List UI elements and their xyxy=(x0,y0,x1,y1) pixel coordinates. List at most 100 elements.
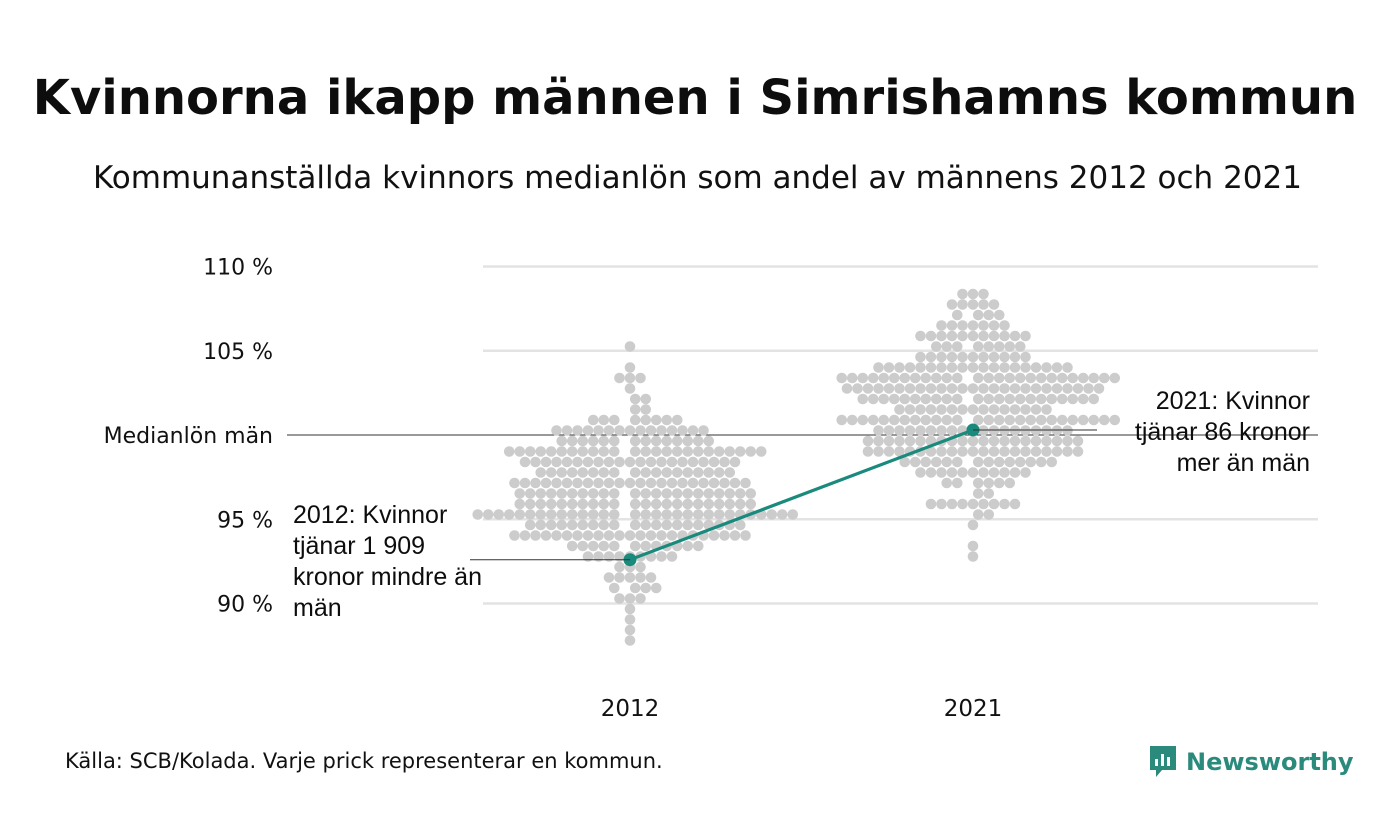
municipality-dot xyxy=(1062,446,1073,457)
municipality-dot xyxy=(587,488,599,499)
municipality-dot xyxy=(603,530,615,541)
municipality-dot xyxy=(972,456,984,468)
y-tick-label: 105 % xyxy=(203,340,273,365)
municipality-dot xyxy=(894,435,905,447)
municipality-dot xyxy=(873,446,884,457)
municipality-dot xyxy=(925,383,937,394)
municipality-dot xyxy=(724,498,736,510)
municipality-dot xyxy=(946,498,958,510)
municipality-dot xyxy=(614,372,625,384)
municipality-dot xyxy=(957,404,968,415)
municipality-dot xyxy=(1041,425,1052,436)
municipality-dot xyxy=(540,456,552,468)
municipality-dot xyxy=(867,372,879,384)
municipality-dot xyxy=(572,477,583,489)
municipality-dot xyxy=(941,372,953,384)
municipality-dot xyxy=(671,498,683,510)
municipality-dot xyxy=(556,519,568,531)
municipality-dot xyxy=(873,425,884,436)
municipality-dot xyxy=(593,425,604,436)
municipality-dot xyxy=(1046,414,1058,426)
municipality-dot xyxy=(941,341,953,352)
municipality-dot xyxy=(692,446,704,457)
municipality-dot xyxy=(640,582,652,594)
municipality-dot xyxy=(936,362,947,373)
municipality-dot xyxy=(894,362,905,373)
municipality-dot xyxy=(1025,393,1037,405)
municipality-dot xyxy=(1077,393,1089,405)
municipality-dot xyxy=(545,488,557,499)
municipality-dot xyxy=(888,414,900,426)
municipality-dot xyxy=(983,341,995,352)
municipality-dot xyxy=(524,498,536,510)
municipality-dot xyxy=(936,330,947,342)
municipality-dot xyxy=(1109,414,1121,426)
municipality-dot xyxy=(635,456,646,468)
municipality-dot xyxy=(930,456,942,468)
municipality-dot xyxy=(993,477,1005,489)
municipality-dot xyxy=(713,446,725,457)
municipality-dot xyxy=(983,509,995,520)
municipality-dot xyxy=(988,299,1000,310)
municipality-dot xyxy=(645,477,657,489)
municipality-dot xyxy=(972,309,984,321)
municipality-dot xyxy=(999,498,1010,510)
municipality-dot xyxy=(577,519,589,531)
municipality-dot xyxy=(608,582,620,594)
municipality-dot xyxy=(692,540,704,552)
municipality-dot xyxy=(729,530,741,541)
municipality-dot xyxy=(988,425,1000,436)
municipality-dot xyxy=(993,414,1005,426)
municipality-dot xyxy=(524,446,536,457)
municipality-dot xyxy=(988,446,1000,457)
municipality-dot xyxy=(624,425,636,436)
annotations: 2012: Kvinnor tjänar 1 909 kronor mindre ä… xyxy=(293,387,1310,622)
municipality-dot xyxy=(999,383,1010,394)
municipality-dot xyxy=(957,299,968,310)
municipality-dot xyxy=(687,477,699,489)
municipality-dot xyxy=(671,519,683,531)
municipality-dot xyxy=(930,372,942,384)
municipality-dot xyxy=(967,404,979,415)
municipality-dot xyxy=(1025,414,1037,426)
y-tick-label: 95 % xyxy=(217,508,273,533)
municipality-dot xyxy=(909,414,921,426)
municipality-dot xyxy=(904,383,916,394)
municipality-dot xyxy=(857,393,869,405)
municipality-dot xyxy=(603,425,615,436)
municipality-dot xyxy=(692,509,704,520)
municipality-dot xyxy=(656,477,667,489)
municipality-dot xyxy=(925,498,937,510)
municipality-dot xyxy=(936,404,947,415)
municipality-dot xyxy=(878,393,890,405)
municipality-dot xyxy=(972,341,984,352)
municipality-dot xyxy=(650,414,662,426)
municipality-dot xyxy=(587,446,599,457)
municipality-dot xyxy=(577,435,589,447)
municipality-dot xyxy=(1030,435,1042,447)
municipality-dot xyxy=(972,509,984,520)
municipality-dot xyxy=(603,477,615,489)
municipality-dot xyxy=(1009,446,1021,457)
municipality-dot xyxy=(629,488,641,499)
municipality-dot xyxy=(1009,435,1021,447)
municipality-dot xyxy=(545,509,557,520)
municipality-dot xyxy=(978,351,989,363)
municipality-dot xyxy=(708,456,720,468)
municipality-dot xyxy=(640,414,652,426)
municipality-dot xyxy=(671,414,683,426)
municipality-dot xyxy=(1009,351,1021,363)
municipality-dot xyxy=(587,509,599,520)
municipality-dot xyxy=(1093,383,1105,394)
municipality-dot xyxy=(972,488,984,499)
municipality-dot xyxy=(1056,414,1068,426)
municipality-dot xyxy=(745,488,757,499)
x-tick-label: 2012 xyxy=(601,696,660,722)
municipality-dot xyxy=(883,362,895,373)
municipality-dot xyxy=(957,362,968,373)
municipality-dot xyxy=(734,488,746,499)
municipality-dot xyxy=(915,404,926,415)
municipality-dot xyxy=(1072,435,1084,447)
municipality-dot xyxy=(915,435,926,447)
municipality-dot xyxy=(1014,393,1026,405)
